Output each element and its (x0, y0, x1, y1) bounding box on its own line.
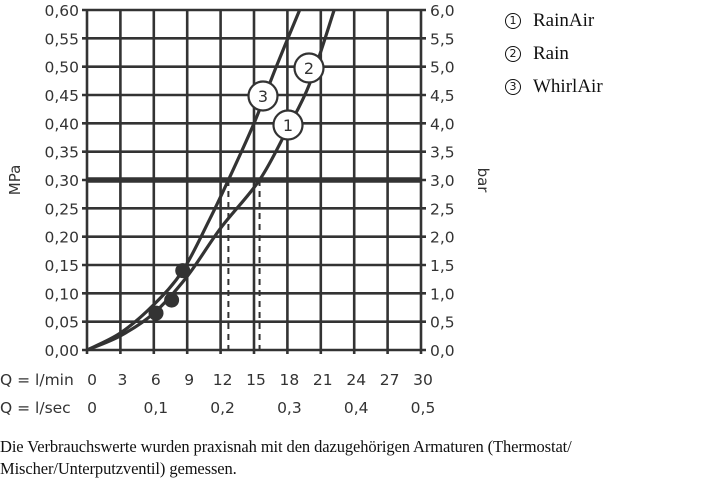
x-tick-label: 30 (413, 371, 433, 389)
y-tick-label: 0,10 (44, 285, 79, 303)
y-axis-left-ticks: 0,00 0,05 0,10 0,15 0,20 0,25 0,30 0,35 0,40 0,45… (44, 2, 79, 360)
x-secondary-tick-label: 0,1 (143, 399, 168, 417)
curve-badge-2-icon: 2 (293, 52, 325, 84)
y-right-tick-label: 0,0 (430, 342, 455, 360)
svg-text:2: 2 (304, 59, 314, 78)
legend-item-whirlair: 3 WhirlAir (505, 70, 603, 103)
x-tick-label: 12 (213, 371, 233, 389)
circled-3-icon: 3 (505, 78, 521, 95)
x-secondary-tick-label: 0 (87, 399, 97, 417)
y-right-tick-label: 4,0 (430, 115, 455, 133)
y-axis-right-ticks: 0,0 0,5 1,0 1,5 2,0 2,5 3,0 3,5 4,0 4,5 5,0 5,5 6,0 (430, 2, 455, 360)
x-secondary-tick-label: 0,2 (210, 399, 235, 417)
data-point-dot (148, 305, 164, 321)
y-tick-label: 0,35 (44, 144, 79, 162)
curve-badge-1-icon: 1 (272, 109, 304, 141)
data-point-dot (175, 263, 191, 279)
flow-pressure-chart: 0,000,050,100,150,200,250,300,350,400,45… (0, 2, 492, 417)
circled-1-icon: 1 (505, 12, 521, 29)
data-point-dot (164, 292, 180, 308)
caption-line-1: Die Verbrauchswerte wurden praxisnah mit… (0, 437, 572, 456)
x-tick-label: 15 (246, 371, 266, 389)
y-tick-label: 0,00 (44, 342, 79, 360)
curve-rainair (86, 9, 336, 352)
y-axis-left-label: MPa (6, 165, 24, 196)
x-secondary-tick-label: 0,4 (344, 399, 369, 417)
data-points (148, 263, 191, 321)
y-right-tick-label: 1,0 (430, 285, 455, 303)
svg-text:3: 3 (258, 87, 268, 106)
x-tick-label: 24 (346, 371, 366, 389)
x-tick-label: 18 (280, 371, 300, 389)
x-tick-label: 27 (380, 371, 400, 389)
x-axis-label-lsec: Q = l/sec (0, 399, 71, 417)
y-tick-label: 0,15 (44, 257, 79, 275)
legend-label: RainAir (533, 9, 595, 31)
y-right-tick-label: 2,5 (430, 200, 455, 218)
y-right-tick-label: 3,5 (430, 144, 455, 162)
x-tick-label: 9 (184, 371, 194, 389)
y-right-tick-label: 5,5 (430, 30, 455, 48)
x-axis-labels: Q = l/min Q = l/sec (0, 371, 74, 417)
y-axis-right-label: bar (474, 168, 492, 194)
x-axis-secondary-ticks: 0 0,1 0,2 0,3 0,4 0,5 (87, 399, 435, 417)
y-tick-label: 0,60 (44, 2, 79, 20)
y-tick-label: 0,45 (44, 87, 79, 105)
curve-badge-3-icon: 3 (247, 80, 279, 112)
legend-label: Rain (533, 42, 569, 64)
svg-text:1: 1 (283, 116, 293, 135)
x-tick-label: 21 (313, 371, 333, 389)
legend-item-rainair: 1 RainAir (505, 4, 603, 37)
y-right-tick-label: 3,0 (430, 172, 455, 190)
y-right-tick-label: 2,0 (430, 229, 455, 247)
y-right-tick-label: 5,0 (430, 59, 455, 77)
curve-badges: 1 2 3 (247, 52, 325, 141)
y-right-tick-label: 0,5 (430, 314, 455, 332)
y-tick-label: 0,30 (44, 172, 79, 190)
y-tick-label: 0,20 (44, 229, 79, 247)
y-tick-label: 0,40 (44, 115, 79, 133)
x-secondary-tick-label: 0,3 (277, 399, 302, 417)
y-right-tick-label: 4,5 (430, 87, 455, 105)
x-tick-label: 6 (151, 371, 161, 389)
legend-label: WhirlAir (533, 75, 603, 97)
y-tick-label: 0,05 (44, 314, 79, 332)
legend-item-rain: 2 Rain (505, 37, 603, 70)
x-axis-label-lmin: Q = l/min (0, 371, 74, 389)
y-right-tick-label: 6,0 (430, 2, 455, 20)
y-tick-label: 0,25 (44, 200, 79, 218)
caption: Die Verbrauchswerte wurden praxisnah mit… (0, 436, 720, 480)
circled-2-icon: 2 (505, 45, 521, 62)
y-tick-label: 0,55 (44, 30, 79, 48)
y-tick-label: 0,50 (44, 59, 79, 77)
legend: 1 RainAir 2 Rain 3 WhirlAir (505, 4, 603, 103)
x-axis-ticks: 0 3 6 9 12 15 18 21 24 27 30 (87, 371, 433, 389)
caption-line-2: Mischer/Unterputzventil) gemessen. (0, 459, 237, 478)
y-right-tick-label: 1,5 (430, 257, 455, 275)
x-secondary-tick-label: 0,5 (411, 399, 436, 417)
x-tick-label: 3 (117, 371, 127, 389)
x-tick-label: 0 (87, 371, 97, 389)
